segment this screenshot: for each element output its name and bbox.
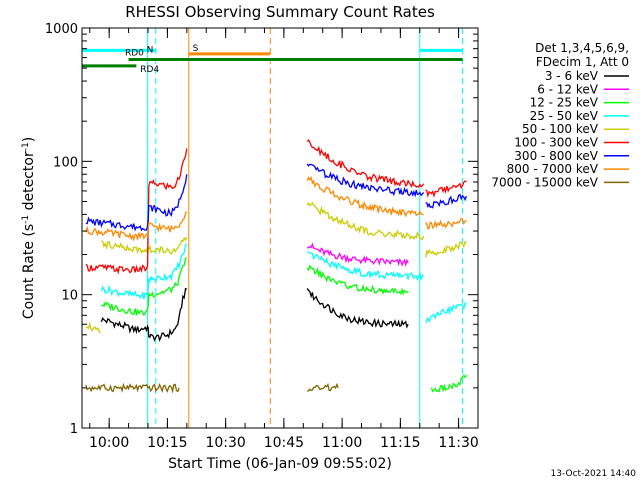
series-5-segment-0 — [85, 148, 188, 275]
series-8-segment-0 — [85, 382, 180, 394]
series-1-segment-0 — [306, 242, 409, 268]
x-axis: 10:00 10:15 10:30 10:45 11:00 11:15 11:30 — [89, 28, 479, 451]
series-4-segment-1 — [101, 236, 188, 255]
series-4-segment-2 — [306, 201, 425, 241]
legend-label-4: 50 - 100 keV — [522, 122, 599, 136]
y-axis-label-end: ) — [21, 137, 37, 142]
legend: Det 1,3,4,5,6,9, FDecim 1, Att 0 3 - 6 k… — [491, 41, 629, 189]
series-8-segment-1 — [307, 382, 339, 392]
y-axis-label-main: Count Rate (s — [21, 224, 37, 319]
series-0-segment-0 — [100, 287, 187, 343]
x-tick-label: 10:30 — [205, 435, 245, 451]
plot-area: N S RD0 RD4 — [82, 28, 468, 428]
series-0 — [100, 287, 409, 343]
series-7 — [85, 175, 467, 242]
x-tick-label: 11:15 — [380, 435, 420, 451]
series-2-segment-0 — [101, 256, 188, 317]
series-3 — [100, 243, 467, 324]
series-2-segment-2 — [430, 374, 467, 393]
status-label-rd4: RD4 — [140, 65, 159, 75]
series-4-segment-3 — [424, 240, 467, 258]
y-axis-label-sup2: -1 — [21, 142, 31, 151]
series-4 — [85, 201, 467, 334]
series-8 — [85, 382, 339, 394]
y-axis-label: Count Rate (s-1 detector-1) — [21, 137, 37, 319]
plot-frame — [81, 27, 479, 429]
chart-title: RHESSI Observing Summary Count Rates — [125, 3, 435, 21]
y-axis: 1 10 100 1000 — [45, 22, 478, 437]
legend-label-8: 7000 - 15000 keV — [491, 175, 598, 189]
status-label-n: N — [147, 45, 154, 55]
legend-label-2: 12 - 25 keV — [530, 96, 599, 110]
footer-timestamp: 13-Oct-2021 14:40 — [551, 469, 637, 479]
series-7-segment-2 — [425, 217, 467, 230]
legend-header-2: FDecim 1, Att 0 — [536, 55, 629, 69]
series-5 — [85, 139, 467, 275]
y-tick-label: 100 — [53, 155, 78, 170]
y-axis-label-mid: detector — [21, 151, 37, 215]
series-7-segment-1 — [306, 175, 424, 218]
x-tick-label: 10:15 — [147, 435, 187, 451]
series-6-segment-2 — [425, 193, 468, 209]
x-axis-label: Start Time (06-Jan-09 09:55:02) — [168, 456, 392, 472]
series-2-segment-1 — [306, 264, 409, 296]
series-2 — [101, 256, 467, 393]
legend-header-1: Det 1,3,4,5,6,9, — [535, 41, 629, 55]
series-6-segment-1 — [306, 163, 425, 198]
series-1 — [306, 242, 409, 268]
series-4-segment-0 — [85, 321, 101, 334]
series-3-segment-0 — [100, 243, 188, 300]
legend-label-0: 3 - 6 keV — [545, 69, 599, 83]
series-3-segment-2 — [425, 302, 467, 324]
legend-label-6: 300 - 800 keV — [514, 149, 598, 163]
x-tick-label: 11:00 — [322, 435, 362, 451]
series-0-segment-1 — [306, 288, 409, 329]
y-tick-label: 1 — [70, 422, 78, 437]
series-6 — [85, 163, 468, 232]
series-5-segment-1 — [306, 139, 425, 188]
y-axis-label-sup1: -1 — [21, 215, 31, 224]
y-tick-label: 10 — [61, 289, 78, 304]
y-tick-label: 1000 — [45, 22, 78, 37]
status-label-rd0: RD0 — [125, 49, 144, 59]
legend-label-7: 800 - 7000 keV — [507, 162, 599, 176]
legend-label-3: 25 - 50 keV — [530, 109, 599, 123]
x-tick-label: 10:00 — [89, 435, 129, 451]
series-7-segment-0 — [85, 211, 188, 242]
status-label-s: S — [193, 44, 199, 54]
x-tick-label: 11:30 — [438, 435, 478, 451]
legend-label-1: 6 - 12 keV — [537, 82, 599, 96]
x-tick-label: 10:45 — [264, 435, 304, 451]
data-layer: N S RD0 RD4 — [82, 28, 468, 428]
legend-label-5: 100 - 300 keV — [514, 136, 598, 150]
series-3-segment-1 — [307, 251, 425, 282]
series-6-segment-0 — [85, 174, 188, 232]
series-5-segment-2 — [425, 180, 467, 198]
